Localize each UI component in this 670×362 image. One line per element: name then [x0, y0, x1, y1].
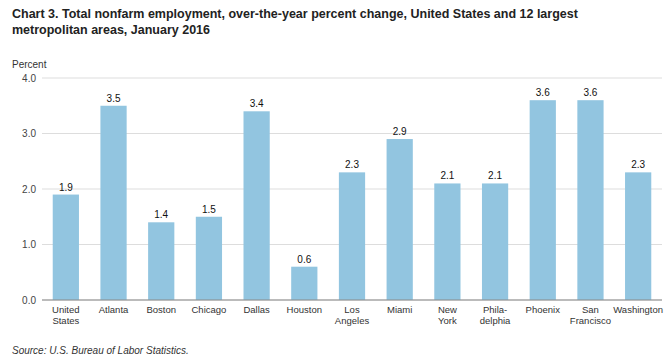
x-tick-label-line: delphia — [480, 315, 511, 326]
x-tick-label: Miami — [387, 304, 412, 315]
data-label: 3.6 — [584, 87, 598, 98]
x-tick-label-line: Washington — [613, 304, 663, 315]
bar — [244, 111, 270, 300]
x-tick-label: Chicago — [191, 304, 226, 315]
bar — [625, 172, 651, 300]
y-tick-label: 4.0 — [22, 73, 36, 84]
y-label: Percent — [12, 59, 47, 70]
data-label: 1.4 — [154, 209, 168, 220]
x-tick-label: UnitedStates — [52, 304, 79, 326]
x-tick-label-line: Phila- — [483, 304, 507, 315]
x-tick-label: SanFrancisco — [570, 304, 611, 326]
title: Chart 3. Total nonfarm employment, over-… — [12, 7, 579, 37]
data-label: 1.9 — [59, 182, 73, 193]
title-line: Chart 3. Total nonfarm employment, over-… — [12, 7, 579, 21]
bar — [148, 222, 174, 300]
chart: Chart 3. Total nonfarm employment, over-… — [0, 0, 670, 362]
y-tick-label: 3.0 — [22, 128, 36, 139]
bar — [339, 172, 365, 300]
x-tick-label-line: Houston — [287, 304, 322, 315]
title-line: metropolitan areas, January 2016 — [12, 23, 210, 37]
x-tick-label-line: Phoenix — [526, 304, 561, 315]
bar — [291, 267, 317, 300]
x-tick-label-line: New — [438, 304, 457, 315]
x-tick-label: Washington — [613, 304, 663, 315]
bar — [530, 100, 556, 300]
x-tick-label: Phoenix — [526, 304, 561, 315]
grid-line — [42, 300, 662, 301]
grid-line — [42, 78, 662, 79]
bar — [434, 183, 460, 300]
bar — [100, 106, 126, 300]
data-label: 2.3 — [631, 159, 645, 170]
bar — [577, 100, 603, 300]
bar — [387, 139, 413, 300]
bars — [53, 100, 652, 300]
x-tick-label-line: Los — [344, 304, 360, 315]
x-tick-label-line: United — [52, 304, 79, 315]
bar — [482, 183, 508, 300]
bar — [196, 217, 222, 300]
x-tick-label-line: York — [438, 315, 457, 326]
data-label: 3.6 — [536, 87, 550, 98]
x-tick-label-line: Dallas — [243, 304, 270, 315]
x-tick-label-line: Boston — [146, 304, 176, 315]
data-label: 2.9 — [393, 126, 407, 137]
x-tick-label-line: States — [52, 315, 79, 326]
grid — [42, 78, 662, 300]
y-tick-label: 2.0 — [22, 184, 36, 195]
data-label: 2.1 — [488, 170, 502, 181]
bar — [53, 195, 79, 300]
data-label: 3.5 — [107, 93, 121, 104]
x-tick-label: Boston — [146, 304, 176, 315]
data-label: 2.1 — [440, 170, 454, 181]
x-tick-label: NewYork — [438, 304, 457, 326]
x-tick-label-line: Angeles — [335, 315, 370, 326]
source: Source: U.S. Bureau of Labor Statistics. — [12, 345, 189, 356]
x-tick-label-line: Atlanta — [99, 304, 129, 315]
x-tick-label-line: Chicago — [191, 304, 226, 315]
x-tick-label: Atlanta — [99, 304, 129, 315]
data-labels: 1.9 3.5 1.4 1.5 3.4 0.6 2.3 2.9 2.1 2.1 3.6 3.6 2.3 — [59, 87, 646, 265]
grid-line — [42, 133, 662, 134]
x-tick-label: LosAngeles — [335, 304, 370, 326]
x-tick-label-line: Miami — [387, 304, 412, 315]
x-tick-label: Phila-delphia — [480, 304, 511, 326]
y-tick-label: 1.0 — [22, 239, 36, 250]
data-label: 2.3 — [345, 159, 359, 170]
data-label: 3.4 — [250, 98, 264, 109]
x-tick-label-line: San — [582, 304, 599, 315]
x-tick-label-line: Francisco — [570, 315, 611, 326]
x-tick-label: Houston — [287, 304, 322, 315]
data-label: 0.6 — [297, 254, 311, 265]
data-label: 1.5 — [202, 204, 216, 215]
x-axis-line — [42, 300, 662, 301]
x-tick-label: Dallas — [243, 304, 270, 315]
y-tick-label: 0.0 — [22, 295, 36, 306]
